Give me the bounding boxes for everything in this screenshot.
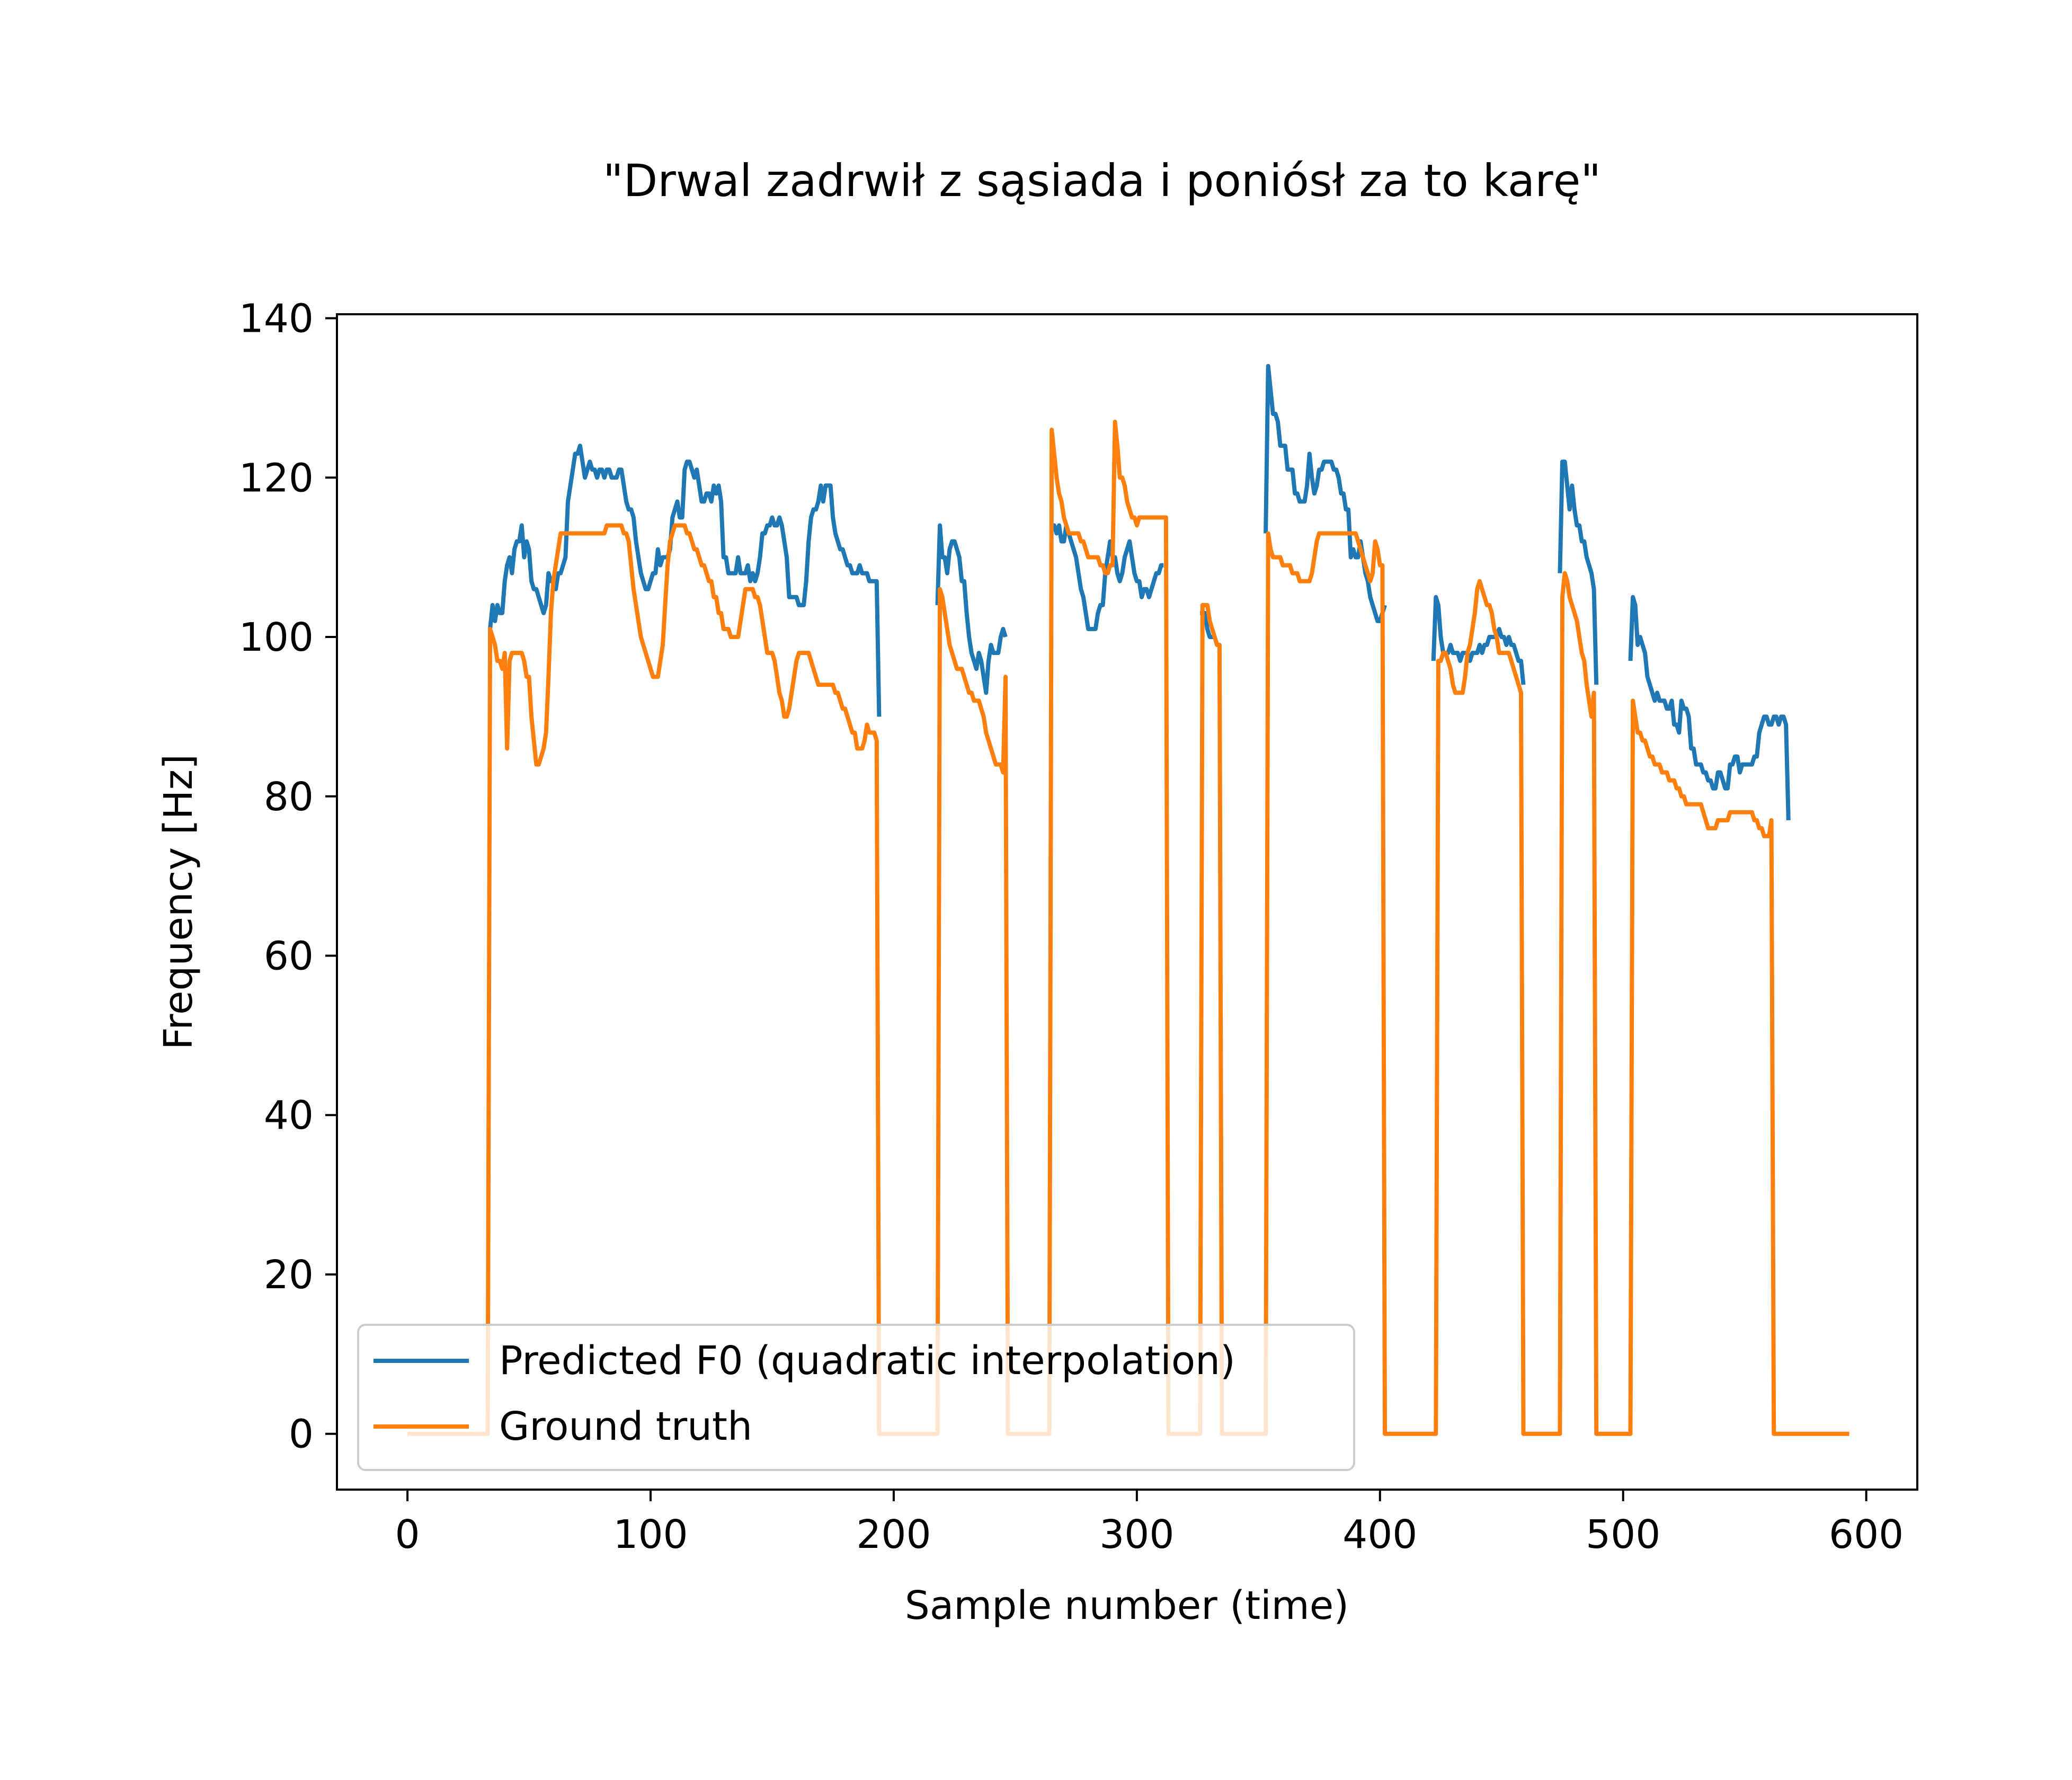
y-tick-label: 140 <box>239 296 314 342</box>
legend: Predicted F0 (quadratic interpolation) G… <box>357 1324 1355 1471</box>
y-tick-label: 120 <box>239 455 314 501</box>
legend-label-ground-truth: Ground truth <box>499 1404 752 1449</box>
y-tick-label: 0 <box>289 1412 314 1457</box>
x-tick-label: 600 <box>1829 1512 1904 1557</box>
y-axis-ticks: 0 20 40 60 80 100 120 140 <box>239 296 337 1457</box>
x-tick-label: 0 <box>395 1512 420 1557</box>
x-tick-label: 100 <box>613 1512 688 1557</box>
plot-lines <box>407 364 1849 1436</box>
chart-title: "Drwal zadrwił z sąsiada i poniósł za to… <box>603 155 1601 207</box>
y-tick-label: 40 <box>264 1093 314 1138</box>
series-0-line-segment-2 <box>1052 523 1164 631</box>
legend-label-predicted: Predicted F0 (quadratic interpolation) <box>499 1338 1235 1384</box>
x-tick-label: 200 <box>856 1512 931 1557</box>
y-tick-label: 60 <box>264 934 314 979</box>
x-tick-label: 500 <box>1586 1512 1660 1557</box>
series-0-line-segment-1 <box>935 523 1008 695</box>
x-tick-label: 400 <box>1342 1512 1417 1557</box>
series-0-line-segment-6 <box>1558 459 1599 685</box>
x-tick-label: 300 <box>1099 1512 1174 1557</box>
series-0-line-segment-5 <box>1431 595 1526 685</box>
x-axis-label: Sample number (time) <box>905 1583 1349 1628</box>
y-tick-label: 80 <box>264 774 314 820</box>
y-axis-label: Frequency [Hz] <box>156 754 201 1050</box>
series-0-line-segment-7 <box>1628 595 1791 821</box>
plot-area-frame <box>336 313 1918 1491</box>
y-tick-label: 20 <box>264 1252 314 1298</box>
x-axis-ticks: 0 100 200 300 400 500 600 <box>395 1490 1904 1557</box>
series-1-line-segment-0 <box>407 420 1849 1436</box>
legend-box <box>357 1324 1355 1471</box>
y-tick-label: 100 <box>239 615 314 660</box>
